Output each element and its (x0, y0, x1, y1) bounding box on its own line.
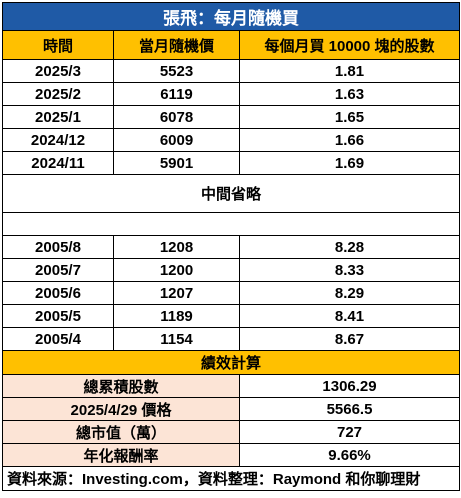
row-price: 1207 (113, 281, 240, 305)
row-date: 2005/8 (2, 235, 114, 259)
source-row: 資料來源：Investing.com，資料整理：Raymond 和你聊理財 (1, 466, 461, 491)
source-note: 資料來源：Investing.com，資料整理：Raymond 和你聊理財 (1, 466, 461, 491)
header-price: 當月隨機價 (113, 30, 240, 60)
row-shares: 8.33 (238, 258, 461, 282)
row-price: 1154 (113, 327, 240, 351)
summary-label: 2025/4/29 價格 (2, 397, 240, 421)
row-shares: 8.67 (238, 327, 461, 351)
row-price: 6009 (113, 128, 240, 152)
table-row: 2025/3 5523 1.81 (2, 59, 461, 83)
summary-row: 總累積股數 1306.29 (2, 374, 461, 398)
row-date: 2024/12 (2, 128, 114, 152)
row-price: 6078 (113, 105, 240, 129)
summary-label: 年化報酬率 (2, 443, 240, 467)
row-date: 2005/4 (2, 327, 114, 351)
row-price: 5901 (113, 151, 240, 175)
table-row: 2005/6 1207 8.29 (2, 281, 461, 305)
row-price: 6119 (113, 82, 240, 106)
table-row: 2005/8 1208 8.28 (2, 235, 461, 259)
gap-spacer-row (1, 212, 461, 236)
row-shares: 8.29 (238, 281, 461, 305)
row-shares: 1.81 (238, 59, 461, 83)
row-date: 2025/2 (2, 82, 114, 106)
summary-title: 績效計算 (1, 350, 461, 375)
row-price: 1200 (113, 258, 240, 282)
header-row: 時間 當月隨機價 每個月買 10000 塊的股數 (2, 30, 461, 60)
summary-value: 9.66% (238, 443, 461, 467)
summary-value: 727 (238, 420, 461, 444)
row-price: 5523 (113, 59, 240, 83)
summary-label: 總累積股數 (2, 374, 240, 398)
row-date: 2025/3 (2, 59, 114, 83)
gap-spacer (1, 212, 461, 236)
summary-row: 2025/4/29 價格 5566.5 (2, 397, 461, 421)
omitted-label: 中間省略 (1, 174, 461, 213)
row-shares: 1.63 (238, 82, 461, 106)
header-shares: 每個月買 10000 塊的股數 (238, 30, 461, 60)
table-row: 2005/4 1154 8.67 (2, 327, 461, 351)
title-row: 張飛：每月隨機買 (1, 2, 461, 31)
summary-label: 總市值（萬） (2, 420, 240, 444)
summary-row: 總市值（萬） 727 (2, 420, 461, 444)
table-row: 2024/11 5901 1.69 (2, 151, 461, 175)
row-shares: 1.69 (238, 151, 461, 175)
table-row: 2025/2 6119 1.63 (2, 82, 461, 106)
row-shares: 8.41 (238, 304, 461, 328)
table-row: 2005/5 1189 8.41 (2, 304, 461, 328)
header-date: 時間 (2, 30, 114, 60)
summary-value: 5566.5 (238, 397, 461, 421)
row-date: 2024/11 (2, 151, 114, 175)
row-price: 1208 (113, 235, 240, 259)
row-date: 2005/7 (2, 258, 114, 282)
summary-value: 1306.29 (238, 374, 461, 398)
table-row: 2025/1 6078 1.65 (2, 105, 461, 129)
row-shares: 1.66 (238, 128, 461, 152)
gap-row: 中間省略 (1, 174, 461, 213)
table-row: 2005/7 1200 8.33 (2, 258, 461, 282)
row-shares: 1.65 (238, 105, 461, 129)
row-shares: 8.28 (238, 235, 461, 259)
row-date: 2005/5 (2, 304, 114, 328)
summary-title-row: 績效計算 (1, 350, 461, 375)
row-date: 2025/1 (2, 105, 114, 129)
row-date: 2005/6 (2, 281, 114, 305)
returns-table: 張飛：每月隨機買 時間 當月隨機價 每個月買 10000 塊的股數 2025/3… (1, 2, 461, 491)
row-price: 1189 (113, 304, 240, 328)
table-title: 張飛：每月隨機買 (1, 2, 461, 31)
summary-row: 年化報酬率 9.66% (2, 443, 461, 467)
table-row: 2024/12 6009 1.66 (2, 128, 461, 152)
